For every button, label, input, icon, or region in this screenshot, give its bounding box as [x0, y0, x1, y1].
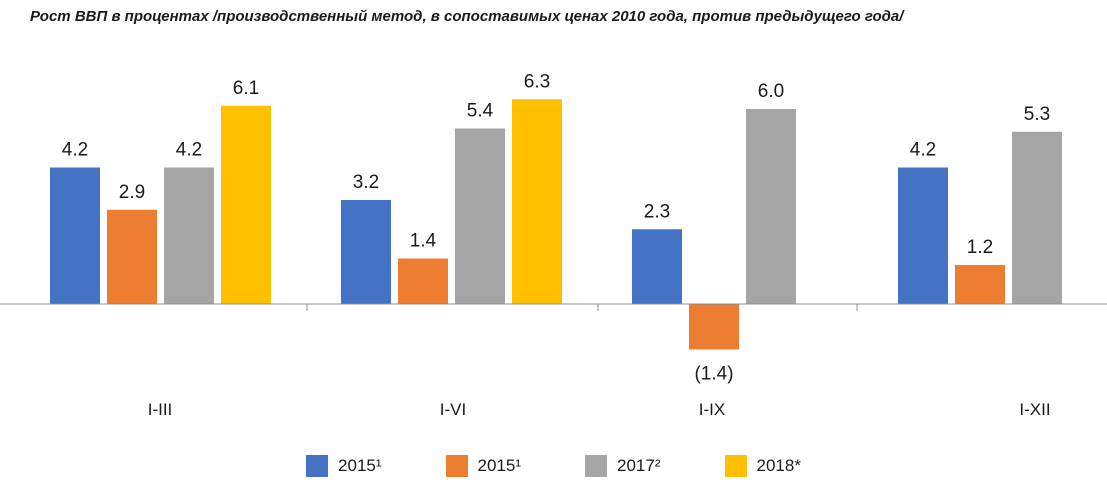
- data-label: 2.3: [644, 201, 670, 222]
- bar: [746, 109, 796, 304]
- data-label: 5.4: [467, 101, 494, 122]
- category-label: I-VI: [440, 400, 466, 419]
- bar: [341, 200, 391, 304]
- chart-title: Рост ВВП в процентах /производственный м…: [30, 8, 904, 25]
- legend-item: 2017²: [585, 455, 661, 477]
- data-label: 6.3: [524, 71, 550, 92]
- data-label: 2.9: [119, 182, 145, 203]
- bar: [107, 209, 157, 304]
- legend-swatch: [585, 455, 608, 477]
- legend-label: 2018*: [756, 456, 801, 475]
- legend: 2015¹ 2015¹ 2017² 2018*: [0, 449, 1107, 483]
- legend-item: 2015¹: [306, 455, 382, 477]
- data-label: 6.0: [758, 81, 784, 102]
- data-label: (1.4): [694, 364, 733, 385]
- data-label: 1.2: [967, 237, 993, 258]
- legend-label: 2015¹: [338, 456, 382, 475]
- bar: [221, 105, 271, 304]
- legend-swatch: [445, 455, 468, 477]
- legend-item: 2018*: [724, 455, 801, 477]
- bar: [455, 128, 505, 304]
- bar: [898, 167, 948, 304]
- bar: [164, 167, 214, 304]
- bar: [955, 265, 1005, 304]
- legend-item: 2015¹: [445, 455, 522, 477]
- bar: [398, 258, 448, 304]
- data-label: 4.2: [910, 140, 936, 161]
- data-label: 6.1: [233, 78, 259, 99]
- legend-swatch: [306, 455, 329, 477]
- bar: [689, 304, 739, 350]
- legend-label: 2017²: [617, 456, 661, 475]
- legend-swatch: [724, 455, 747, 477]
- data-label: 4.2: [62, 140, 88, 161]
- data-label: 5.3: [1024, 104, 1050, 125]
- data-label: 4.2: [176, 140, 202, 161]
- legend-label: 2015¹: [477, 456, 522, 475]
- bar: [50, 167, 100, 304]
- bar: [1012, 131, 1062, 304]
- bar: [512, 99, 562, 304]
- data-label: 3.2: [353, 172, 379, 193]
- category-label: I-IX: [699, 400, 725, 419]
- category-label: I-XII: [1019, 400, 1050, 419]
- data-label: 1.4: [410, 231, 437, 252]
- bar: [632, 229, 682, 304]
- category-label: I-III: [148, 400, 173, 419]
